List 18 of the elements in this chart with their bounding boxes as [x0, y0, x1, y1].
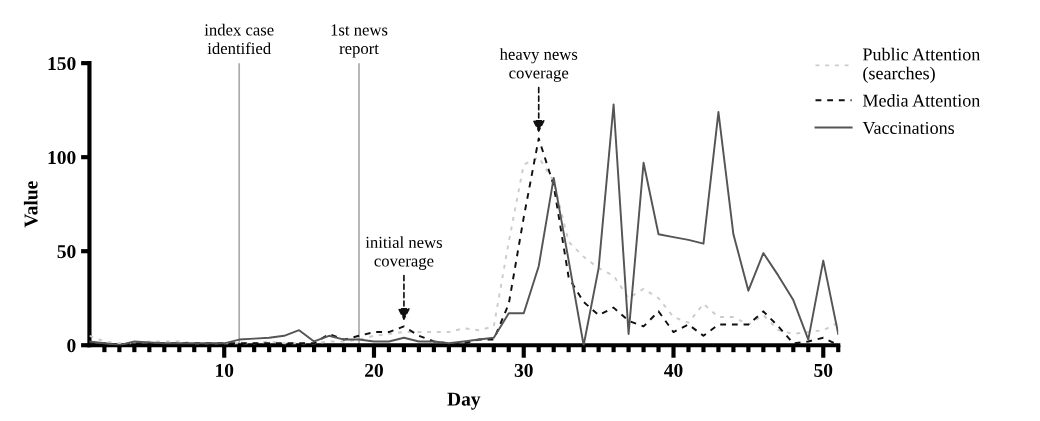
x-tick-label: 20: [365, 363, 383, 377]
x-tick-label: 40: [664, 363, 683, 377]
y-tick-label: 50: [57, 245, 76, 259]
y-axis-title: Value: [23, 181, 38, 228]
annotation: heavy news coverage: [499, 48, 578, 82]
x-axis-title: Day: [447, 392, 481, 410]
y-tick-label: 150: [48, 56, 76, 71]
x-tick-label: 30: [514, 363, 533, 377]
y-tick-label: 100: [48, 150, 76, 165]
ref-line-label: 1st news report: [331, 24, 388, 58]
annotation: initial news coverage: [365, 236, 442, 270]
ref-line-label: index case identified: [204, 23, 274, 55]
x-tick-label: 10: [216, 363, 234, 377]
x-tick-label: 50: [814, 363, 833, 377]
legend-label: Public Attention (searches): [862, 47, 981, 84]
legend-label: Vaccinations: [862, 121, 955, 135]
legend-label: Media Attention: [862, 94, 981, 107]
y-tick-label: 0: [67, 339, 76, 353]
